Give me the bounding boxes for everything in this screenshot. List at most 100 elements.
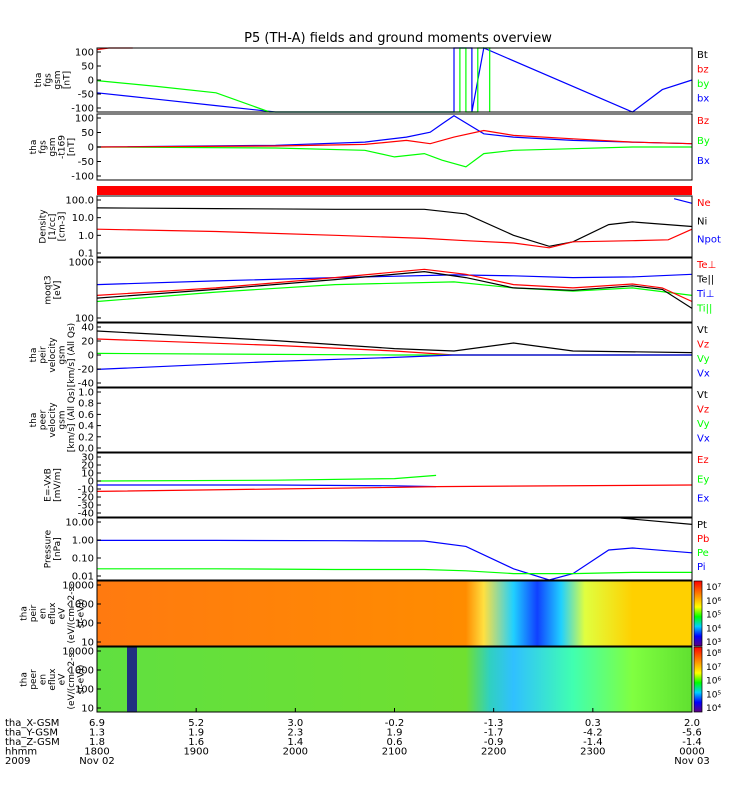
legend-label-Vx: Vx <box>697 434 710 445</box>
y-tick-label: 0.10 <box>72 554 94 565</box>
y-axis-label: (eV/(cm^2-s- <box>67 650 77 710</box>
legend-label-Vz: Vz <box>697 405 709 416</box>
y-axis-label: Pressure <box>43 529 53 568</box>
y-tick-label: 0.4 <box>78 421 94 432</box>
y-axis-label: en <box>39 608 49 619</box>
y-axis-label: eflux <box>48 668 58 691</box>
panel-frame-efield <box>96 452 693 518</box>
y-axis-label: sr-eV)) <box>77 599 87 629</box>
y-tick-label: 100 <box>75 314 94 325</box>
y-tick-label: 0.2 <box>78 432 94 443</box>
series-line-density-Npot <box>673 198 693 204</box>
y-tick-label: -100 <box>71 104 94 115</box>
y-axis-label: sr-eV)) <box>77 665 87 695</box>
series-line-peir-velocity-Vx <box>96 354 692 370</box>
y-axis-label: Density <box>39 209 49 244</box>
y-axis-label: [nT] <box>67 138 77 156</box>
colorbar-peir-eflux <box>693 580 703 647</box>
y-axis-label: fgs <box>43 73 53 87</box>
x-axis-row-label: hhmm <box>5 747 37 758</box>
x-axis-row-value: -1.3 <box>484 718 504 729</box>
series-line-efield-Ey <box>96 474 437 482</box>
x-axis-row-value: 1900 <box>183 747 208 758</box>
x-axis-row-value: 2.0 <box>684 718 700 729</box>
colorbar-tick-label: 10⁷ <box>706 663 721 673</box>
x-axis-date: Nov 03 <box>674 756 709 767</box>
y-tick-label: 10 <box>81 704 94 715</box>
colorbar-tick-label: 10⁷ <box>706 583 721 593</box>
series-line-pressure-Pe <box>97 568 692 575</box>
colorbar-peer-eflux <box>693 646 703 713</box>
colorbar-tick-label: 10⁸ <box>706 649 721 659</box>
series-line-fgs-t169-Bx <box>96 114 693 148</box>
y-axis-label: (eV/(cm^2-s- <box>67 584 77 644</box>
x-axis-row-value: -4.2 <box>583 728 603 739</box>
y-axis-label: gsm <box>48 137 58 156</box>
colorbar-tick-label: 10³ <box>706 638 721 648</box>
y-tick-label: 20 <box>81 461 94 472</box>
y-tick-label: 0.0 <box>78 444 94 455</box>
legend-label-Vy: Vy <box>697 354 710 365</box>
y-axis-label: [km/s] (All Qs) <box>67 323 77 387</box>
y-axis-label: [mV/m] <box>53 468 63 502</box>
y-axis-label: tha <box>29 413 39 428</box>
y-axis-label: [cm-3] <box>58 212 68 242</box>
colorbar-tick-label: 10⁵ <box>706 690 721 700</box>
panel-frame-peir-eflux <box>96 580 693 647</box>
x-axis-row-value: 0.3 <box>585 718 601 729</box>
legend-label-bx: bx <box>697 94 709 105</box>
spectrogram-peir-eflux <box>97 581 692 646</box>
y-tick-label: 50 <box>81 62 94 73</box>
y-tick-label: 10000 <box>62 647 94 658</box>
y-axis-label: peer <box>39 409 49 430</box>
series-line-pressure-Pt <box>620 517 693 525</box>
x-axis-date: Nov 02 <box>79 756 114 767</box>
x-axis-row-value: 1800 <box>84 747 109 758</box>
legend-label-Ex: Ex <box>697 494 709 505</box>
y-tick-label: 1.0 <box>78 388 94 399</box>
series-line-peir-velocity-Vz <box>96 338 692 356</box>
y-axis-label: E=-VxB <box>43 468 53 502</box>
y-axis-label: -t169 <box>58 135 68 159</box>
y-tick-label: -50 <box>78 157 94 168</box>
y-axis-label: peer <box>29 669 39 690</box>
y-tick-label: 30 <box>81 453 94 464</box>
y-axis-label: peir <box>29 604 39 622</box>
y-tick-label: 100 <box>75 685 94 696</box>
y-tick-label: -40 <box>78 379 94 390</box>
legend-label-Pe: Pe <box>697 548 709 559</box>
x-axis-row-value: 0.6 <box>387 737 403 748</box>
x-axis-row-value: -1.7 <box>484 728 504 739</box>
y-tick-label: -20 <box>78 493 94 504</box>
y-axis-label: velocity <box>48 337 58 373</box>
y-axis-label: eV <box>58 607 68 620</box>
legend-label-Ni: Ni <box>697 216 707 227</box>
y-tick-label: 100 <box>75 114 94 125</box>
x-axis-row-value: 1.9 <box>387 728 403 739</box>
y-tick-label: 0 <box>88 143 94 154</box>
y-tick-label: 10000 <box>62 581 94 592</box>
series-line-pressure-Pi <box>97 539 693 581</box>
x-axis-row-label: tha_X-GSM <box>5 718 59 729</box>
y-tick-label: 50 <box>81 128 94 139</box>
series-line-fgs-bx <box>96 47 693 113</box>
y-tick-label: 100 <box>75 48 94 59</box>
legend-label-Vt: Vt <box>697 390 708 401</box>
panel-frame-pressure <box>96 517 693 581</box>
series-line-temperature-Ti <box>96 281 693 303</box>
x-axis-row-value: 1.8 <box>89 737 105 748</box>
y-tick-label: 0 <box>88 351 94 362</box>
y-axis-label: eV <box>58 673 68 686</box>
y-tick-label: -100 <box>71 172 94 183</box>
legend-label-bz: bz <box>697 65 709 76</box>
colorbar-tick-label: 10⁶ <box>706 677 721 687</box>
legend-label-Vy: Vy <box>697 419 710 430</box>
y-axis-label: gsm <box>58 410 68 429</box>
x-axis-row-value: 3.0 <box>287 718 303 729</box>
x-axis-row-value: -0.9 <box>484 737 504 748</box>
legend-label-Pi: Pi <box>697 562 706 573</box>
y-tick-label: 0.01 <box>72 572 94 583</box>
colorbar-tick-label: 10⁴ <box>706 624 721 634</box>
series-line-efield-Ez <box>96 484 693 492</box>
